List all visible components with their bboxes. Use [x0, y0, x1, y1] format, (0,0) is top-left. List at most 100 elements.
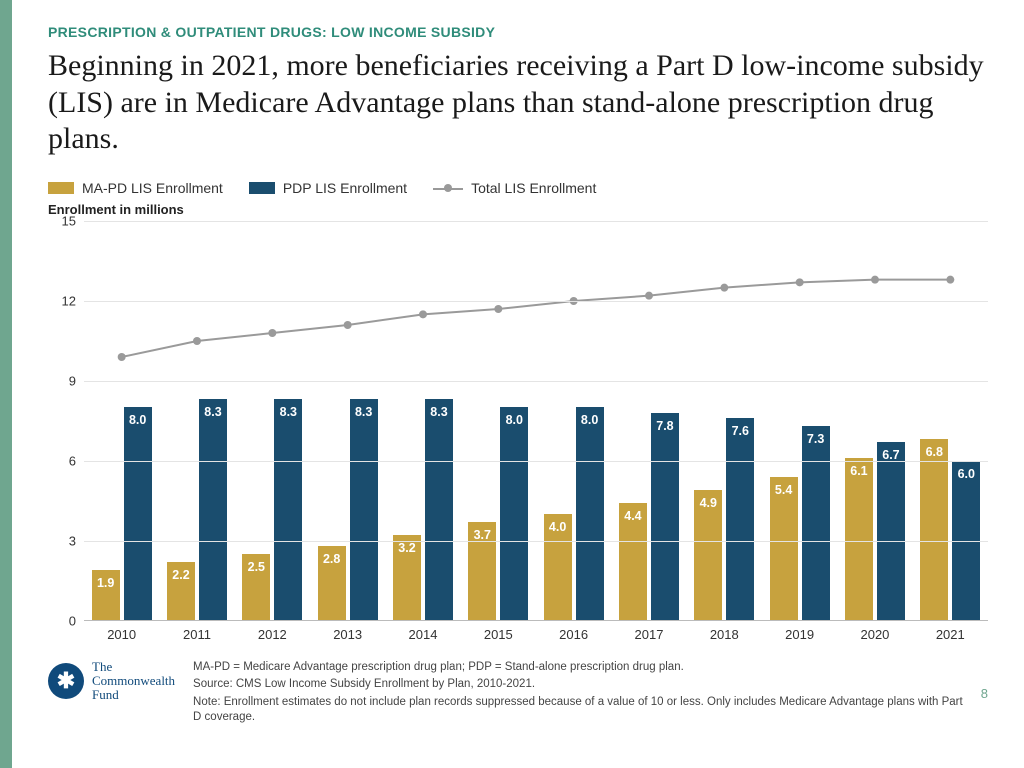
- bar-ma: 6.8: [920, 439, 948, 620]
- y-tick: 3: [69, 533, 76, 548]
- bar-label: 8.3: [204, 405, 221, 419]
- page-number: 8: [981, 686, 988, 701]
- footnote-source: Source: CMS Low Income Subsidy Enrollmen…: [193, 677, 963, 693]
- chart: 03691215 1.98.02.28.32.58.32.88.33.28.33…: [48, 221, 988, 621]
- bar-group: 2.8 8.3: [310, 221, 385, 621]
- y-axis-title: Enrollment in millions: [48, 202, 988, 217]
- logo-line1: The: [92, 660, 175, 674]
- x-axis: 2010201120122013201420152016201720182019…: [84, 621, 988, 642]
- bar-group: 6.16.7: [837, 221, 912, 621]
- x-tick: 2012: [235, 621, 310, 642]
- bar-ma: 2.5: [242, 554, 270, 621]
- gridline: [84, 381, 988, 382]
- y-tick: 6: [69, 453, 76, 468]
- y-tick: 15: [62, 213, 76, 228]
- bar-label: 7.3: [807, 432, 824, 446]
- gridline: [84, 221, 988, 222]
- gridline: [84, 301, 988, 302]
- bar-ma: 6.1: [845, 458, 873, 621]
- bar-ma: 4.0: [544, 514, 572, 621]
- bar-group: 4.47.8: [611, 221, 686, 621]
- bar-label: 8.3: [430, 405, 447, 419]
- kicker: PRESCRIPTION & OUTPATIENT DRUGS: LOW INC…: [48, 24, 988, 40]
- footnote-defs: MA-PD = Medicare Advantage prescription …: [193, 660, 963, 676]
- footnotes: MA-PD = Medicare Advantage prescription …: [193, 660, 963, 728]
- x-tick: 2016: [536, 621, 611, 642]
- slide: PRESCRIPTION & OUTPATIENT DRUGS: LOW INC…: [0, 0, 1024, 768]
- logo-line3: Fund: [92, 688, 175, 702]
- bar-label: 4.0: [549, 520, 566, 534]
- bar-label: 4.9: [700, 496, 717, 510]
- bar-ma: 3.2: [393, 535, 421, 620]
- legend-pdp-label: PDP LIS Enrollment: [283, 180, 407, 196]
- x-tick: 2017: [611, 621, 686, 642]
- logo-mark-icon: ✱: [48, 663, 84, 699]
- bar-group: 1.9 8.0: [84, 221, 159, 621]
- bar-ma: 1.9: [92, 570, 120, 621]
- bar-pdp: 8.3: [274, 399, 302, 620]
- legend: MA-PD LIS Enrollment PDP LIS Enrollment …: [48, 180, 988, 196]
- bar-group: 3.7 8.0: [461, 221, 536, 621]
- x-tick: 2013: [310, 621, 385, 642]
- logo-text: The Commonwealth Fund: [92, 660, 175, 703]
- logo-line2: Commonwealth: [92, 674, 175, 688]
- bar-label: 1.9: [97, 576, 114, 590]
- y-tick: 12: [62, 293, 76, 308]
- bar-group: 4.0 8.0: [536, 221, 611, 621]
- bar-label: 2.8: [323, 552, 340, 566]
- bar-label: 4.4: [624, 509, 641, 523]
- bar-label: 6.0: [958, 467, 975, 481]
- bar-ma: 5.4: [770, 477, 798, 621]
- bar-ma: 3.7: [468, 522, 496, 621]
- bar-label: 2.5: [248, 560, 265, 574]
- bar-ma: 2.2: [167, 562, 195, 621]
- gridline: [84, 461, 988, 462]
- bar-pdp: 8.3: [350, 399, 378, 620]
- y-axis: 03691215: [48, 221, 84, 621]
- bar-label: 7.6: [732, 424, 749, 438]
- y-tick: 9: [69, 373, 76, 388]
- bar-label: 8.3: [355, 405, 372, 419]
- bar-ma: 4.9: [694, 490, 722, 621]
- bar-pdp: 7.6: [726, 418, 754, 621]
- bar-pdp: 8.0: [500, 407, 528, 620]
- x-tick: 2019: [762, 621, 837, 642]
- x-tick: 2020: [837, 621, 912, 642]
- bar-group: 5.4 7.3: [762, 221, 837, 621]
- legend-ma-swatch: [48, 182, 74, 194]
- bar-group: 2.5 8.3: [235, 221, 310, 621]
- bar-pdp: 6.7: [877, 442, 905, 621]
- bar-pdp: 8.0: [124, 407, 152, 620]
- bar-pdp: 8.3: [425, 399, 453, 620]
- legend-ma-label: MA-PD LIS Enrollment: [82, 180, 223, 196]
- bar-group: 4.9 7.6: [687, 221, 762, 621]
- legend-pdp: PDP LIS Enrollment: [249, 180, 407, 196]
- bar-groups: 1.9 8.0 2.2 8.3 2.5 8.3 2.8 8.3 3.2 8.3 3.7 8.0 4.0 8…: [84, 221, 988, 621]
- bar-label: 8.0: [506, 413, 523, 427]
- bar-label: 8.0: [129, 413, 146, 427]
- x-tick: 2011: [159, 621, 234, 642]
- y-tick: 0: [69, 613, 76, 628]
- x-tick: 2010: [84, 621, 159, 642]
- bar-group: 2.2 8.3: [159, 221, 234, 621]
- brand-logo: ✱ The Commonwealth Fund: [48, 660, 175, 703]
- bar-label: 8.3: [280, 405, 297, 419]
- bar-ma: 4.4: [619, 503, 647, 620]
- x-tick: 2014: [385, 621, 460, 642]
- bar-pdp: 7.3: [802, 426, 830, 621]
- x-tick: 2018: [687, 621, 762, 642]
- bar-label: 6.8: [926, 445, 943, 459]
- plot-area: 1.9 8.0 2.2 8.3 2.5 8.3 2.8 8.3 3.2 8.3 3.7 8.0 4.0 8…: [84, 221, 988, 621]
- bar-label: 3.2: [398, 541, 415, 555]
- footnote-note: Note: Enrollment estimates do not includ…: [193, 695, 963, 726]
- gridline: [84, 541, 988, 542]
- bar-pdp: 8.3: [199, 399, 227, 620]
- x-baseline: [84, 620, 988, 621]
- bar-group: 6.8 6.0: [913, 221, 988, 621]
- bar-label: 2.2: [172, 568, 189, 582]
- legend-total-swatch: [433, 182, 463, 194]
- legend-ma: MA-PD LIS Enrollment: [48, 180, 223, 196]
- legend-pdp-swatch: [249, 182, 275, 194]
- bar-label: 8.0: [581, 413, 598, 427]
- footer: ✱ The Commonwealth Fund MA-PD = Medicare…: [48, 660, 988, 728]
